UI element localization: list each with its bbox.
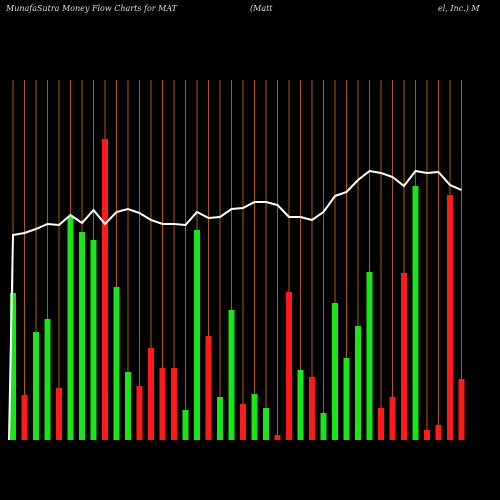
bar bbox=[171, 368, 177, 440]
bar bbox=[21, 395, 28, 440]
bar bbox=[412, 186, 419, 440]
bar bbox=[194, 230, 200, 440]
bar bbox=[251, 394, 258, 440]
bar bbox=[90, 240, 97, 440]
bar bbox=[274, 435, 281, 440]
bar bbox=[79, 232, 85, 440]
bar bbox=[355, 326, 361, 440]
chart-subtitle: el, Inc.) M bbox=[438, 4, 480, 13]
bar bbox=[159, 368, 166, 440]
bar bbox=[136, 386, 143, 440]
bar bbox=[148, 348, 154, 440]
bar bbox=[343, 358, 350, 440]
bar bbox=[401, 273, 407, 440]
bar bbox=[389, 397, 396, 440]
bar bbox=[44, 319, 51, 440]
chart-title: MunafaSutra Money Flow Charts for MAT bbox=[5, 4, 178, 13]
bar bbox=[297, 370, 304, 440]
bar bbox=[447, 195, 453, 440]
bar bbox=[366, 272, 373, 440]
bar bbox=[125, 372, 131, 440]
bar bbox=[435, 425, 442, 440]
bar bbox=[10, 293, 16, 440]
bar bbox=[378, 408, 384, 440]
bar bbox=[102, 139, 108, 440]
bar bbox=[286, 292, 292, 440]
bar bbox=[33, 332, 39, 440]
bar bbox=[67, 216, 74, 440]
bar bbox=[320, 413, 327, 440]
bar bbox=[113, 287, 120, 440]
bar bbox=[205, 336, 212, 440]
chart-subtitle: (Matt bbox=[250, 4, 273, 13]
bar bbox=[182, 410, 189, 440]
bar bbox=[424, 430, 430, 440]
bar bbox=[458, 379, 465, 440]
bar bbox=[56, 388, 62, 440]
bar bbox=[309, 377, 315, 440]
bar bbox=[217, 397, 223, 440]
bar bbox=[332, 303, 338, 440]
bar bbox=[228, 310, 235, 440]
money-flow-line bbox=[8, 169, 462, 441]
bar bbox=[240, 404, 246, 440]
bar bbox=[263, 408, 269, 440]
